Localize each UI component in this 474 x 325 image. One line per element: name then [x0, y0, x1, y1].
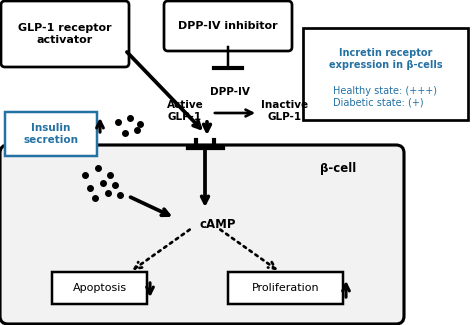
Bar — [52, 272, 147, 304]
Text: Inactive
GLP-1: Inactive GLP-1 — [262, 100, 309, 122]
FancyBboxPatch shape — [0, 145, 404, 324]
Bar — [228, 272, 343, 304]
Bar — [303, 28, 468, 120]
Text: cAMP: cAMP — [200, 218, 236, 231]
Text: GLP-1 receptor
activator: GLP-1 receptor activator — [18, 23, 112, 45]
Text: Healthy state: (+++)
Diabetic state: (+): Healthy state: (+++) Diabetic state: (+) — [334, 86, 438, 108]
Bar — [5, 112, 97, 156]
Text: Apoptosis: Apoptosis — [73, 283, 127, 293]
Text: DPP-IV: DPP-IV — [210, 87, 250, 97]
FancyBboxPatch shape — [1, 1, 129, 67]
Text: Incretin receptor
expression in β-cells: Incretin receptor expression in β-cells — [328, 48, 442, 70]
Text: Proliferation: Proliferation — [252, 283, 319, 293]
Text: Insulin
secretion: Insulin secretion — [24, 123, 79, 145]
Text: Active
GLP-1: Active GLP-1 — [167, 100, 203, 122]
Text: DPP-IV inhibitor: DPP-IV inhibitor — [178, 21, 278, 31]
Text: β-cell: β-cell — [320, 162, 356, 175]
FancyBboxPatch shape — [164, 1, 292, 51]
